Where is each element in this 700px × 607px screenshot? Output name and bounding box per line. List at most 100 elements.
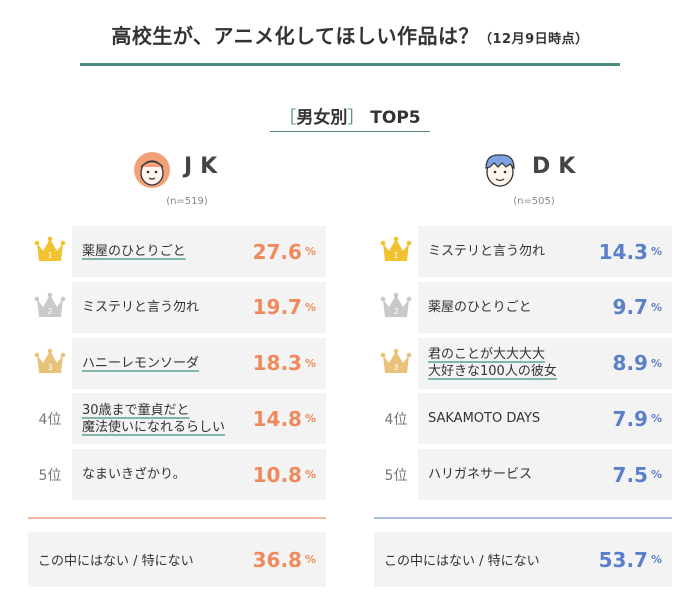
section-underline — [270, 131, 430, 132]
percent-sign: % — [650, 412, 662, 426]
percent-sign: % — [650, 553, 662, 566]
bracket-open: ［ — [279, 108, 297, 128]
ranking-cell: 薬屋のひとりごと 9.7% — [418, 281, 672, 333]
ranking-row-3: 3 君のことが大大大大 大好きな100人の彼女 8.9% — [374, 336, 672, 391]
jk-header: JK — [132, 150, 332, 190]
section-rest: TOP5 — [364, 108, 421, 128]
crown-rank-number: 1 — [393, 251, 398, 260]
ranking-row-4: 4位 30歳まで童貞だと 魔法使いになれるらしい 14.8% — [28, 391, 326, 446]
rank-marker: 4位 — [28, 391, 72, 446]
other-number: 53.7 — [598, 547, 648, 572]
percent-value: 19.7% — [253, 282, 316, 333]
value-number: 10.8 — [252, 462, 302, 487]
other-number: 36.8 — [252, 547, 302, 572]
crown-rank-2-icon: 2 — [34, 292, 66, 317]
rank-label: 4位 — [384, 412, 408, 429]
crown-rank-3-icon: 3 — [34, 348, 66, 373]
crown-rank-number: 1 — [47, 251, 52, 260]
value-number: 14.8 — [252, 406, 302, 431]
work-title: 薬屋のひとりごと — [428, 299, 532, 315]
value-number: 9.7 — [612, 295, 648, 320]
jk-other-row: この中にはない / 特にない 36.8% — [28, 532, 326, 587]
chart-title: 高校生が、アニメ化してほしい作品は？（12月9日時点） — [80, 20, 620, 49]
jk-sample-size: (n=519) — [166, 196, 208, 207]
rank-marker: 3 — [374, 336, 418, 391]
percent-value: 7.9% — [613, 393, 662, 444]
work-title: 君のことが大大大大 大好きな100人の彼女 — [428, 347, 557, 380]
ranking-cell: 薬屋のひとりごと 27.6% — [72, 226, 326, 277]
ranking-cell: SAKAMOTO DAYS 7.9% — [418, 393, 672, 445]
percent-sign: % — [304, 356, 316, 370]
percent-sign: % — [650, 468, 662, 482]
dk-header: DK — [480, 150, 680, 190]
section-heading: ［男女別］ TOP5 — [0, 103, 700, 128]
ranking-cell: ハリガネサービス 7.5% — [418, 449, 672, 501]
rank-marker: 4位 — [374, 391, 418, 446]
ranking-row-1: 1 ミステリと言う勿れ 14.3% — [374, 224, 672, 279]
ranking-cell: ハニーレモンソーダ 18.3% — [72, 337, 326, 389]
other-label: この中にはない / 特にない — [384, 554, 540, 569]
crown-rank-number: 3 — [47, 363, 52, 372]
value-number: 27.6 — [252, 239, 302, 264]
rank-marker: 5位 — [28, 447, 72, 502]
rank-marker: 2 — [374, 280, 418, 335]
rank-label: 4位 — [38, 412, 62, 429]
ranking-row-3: 3 ハニーレモンソーダ 18.3% — [28, 336, 326, 391]
work-title: 30歳まで童貞だと 魔法使いになれるらしい — [82, 402, 226, 435]
ranking-row-5: 5位 なまいきざかり。 10.8% — [28, 447, 326, 502]
percent-sign: % — [304, 468, 316, 482]
dk-divider — [374, 517, 672, 519]
work-title: なまいきざかり。 — [82, 467, 186, 483]
percent-sign: % — [650, 356, 662, 370]
girl-face-icon — [134, 152, 170, 188]
title-date: （12月9日時点） — [478, 32, 589, 47]
boy-face-icon — [485, 154, 515, 187]
section-label: 男女別 — [296, 108, 348, 128]
value-number: 8.9 — [612, 351, 648, 376]
crown-rank-number: 2 — [393, 307, 398, 316]
crown-rank-1-icon: 1 — [380, 236, 412, 261]
jk-label: JK — [184, 154, 226, 179]
dk-sample-size: (n=505) — [513, 196, 555, 207]
rank-label: 5位 — [38, 468, 62, 485]
percent-value: 14.8% — [253, 393, 316, 444]
ranking-row-2: 2 薬屋のひとりごと 9.7% — [374, 280, 672, 335]
other-value: 36.8% — [253, 532, 316, 587]
percent-value: 14.3% — [599, 226, 662, 277]
jk-divider — [28, 517, 326, 519]
rank-marker: 3 — [28, 336, 72, 391]
other-label: この中にはない / 特にない — [38, 554, 194, 569]
crown-rank-number: 3 — [393, 363, 398, 372]
crown-rank-1-icon: 1 — [34, 236, 66, 261]
percent-value: 7.5% — [613, 449, 662, 500]
percent-value: 27.6% — [253, 226, 316, 277]
ranking-cell: なまいきざかり。 10.8% — [72, 449, 326, 501]
ranking-cell: 君のことが大大大大 大好きな100人の彼女 8.9% — [418, 337, 672, 389]
percent-value: 9.7% — [613, 282, 662, 333]
rank-marker: 1 — [374, 224, 418, 279]
value-number: 7.5 — [612, 462, 648, 487]
ranking-cell: ミステリと言う勿れ 14.3% — [418, 226, 672, 277]
crown-rank-3-icon: 3 — [380, 348, 412, 373]
ranking-row-4: 4位 SAKAMOTO DAYS 7.9% — [374, 391, 672, 446]
value-number: 19.7 — [252, 295, 302, 320]
ranking-row-2: 2 ミステリと言う勿れ 19.7% — [28, 280, 326, 335]
work-title: ミステリと言う勿れ — [428, 244, 546, 259]
rank-label: 5位 — [384, 468, 408, 485]
work-title: 薬屋のひとりごと — [82, 244, 186, 259]
work-title: ハニーレモンソーダ — [82, 355, 200, 371]
dk-other-row: この中にはない / 特にない 53.7% — [374, 532, 672, 587]
value-number: 18.3 — [252, 351, 302, 376]
rank-marker: 2 — [28, 280, 72, 335]
value-number: 7.9 — [612, 406, 648, 431]
percent-sign: % — [304, 300, 316, 314]
bracket-close: ］ — [347, 108, 365, 128]
ranking-cell: 30歳まで童貞だと 魔法使いになれるらしい 14.8% — [72, 393, 326, 445]
percent-sign: % — [650, 245, 662, 258]
percent-value: 10.8% — [253, 449, 316, 500]
value-number: 14.3 — [598, 239, 648, 264]
ranking-row-1: 1 薬屋のひとりごと 27.6% — [28, 224, 326, 279]
work-title: ハリガネサービス — [428, 467, 533, 483]
ranking-cell: ミステリと言う勿れ 19.7% — [72, 281, 326, 333]
dk-label: DK — [532, 154, 584, 179]
